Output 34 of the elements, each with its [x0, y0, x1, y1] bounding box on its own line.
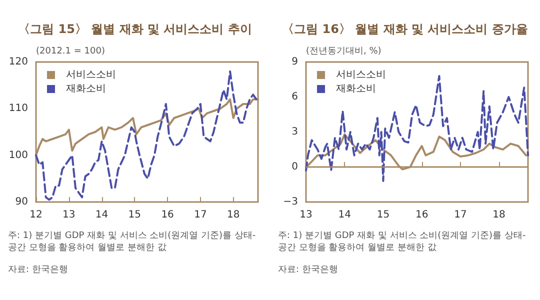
x-tick-label: 17 — [194, 210, 207, 220]
x-tick-label: 16 — [415, 210, 428, 220]
x-tick-label: 12 — [30, 210, 42, 220]
y-axis-title: (2012.1 = 100) — [36, 46, 105, 56]
x-tick-label: 14 — [95, 210, 108, 220]
y-tick-label: 120 — [8, 56, 28, 68]
x-tick-label: 18 — [492, 210, 506, 220]
x-tick-label: 18 — [226, 210, 240, 220]
x-tick-label: 13 — [62, 210, 76, 220]
chart-title: 〈그림 15〉 월별 재화 및 서비스소비 추이 — [18, 22, 252, 36]
x-tick-label: 15 — [376, 210, 390, 220]
x-tick-label: 13 — [300, 210, 312, 220]
y-tick-label: 110 — [8, 103, 28, 114]
legend-label: 서비스소비 — [336, 70, 386, 80]
y-tick-label: 6 — [292, 92, 298, 102]
y-axis-title: (전년동기대비, %) — [306, 46, 382, 56]
legend-label: 재화소비 — [336, 84, 376, 94]
y-tick-label: 9 — [292, 56, 298, 68]
x-tick-label: 17 — [454, 210, 467, 220]
x-tick-label: 16 — [161, 210, 174, 220]
y-tick-label: 0 — [292, 162, 298, 172]
legend-label: 재화소비 — [66, 84, 106, 94]
text: 주: 1) 분기별 GDP 재화 및 서비스 소비(원계열 기준)를 상태-공간 모형을 활용하여 월별로 분해한 값 — [8, 231, 256, 253]
x-tick-label: 15 — [128, 210, 142, 220]
y-tick-label: −3 — [283, 196, 298, 208]
legend-label: 서비스소비 — [66, 70, 116, 80]
y-tick-label: 100 — [8, 150, 28, 161]
text: 자료: 한국은행 — [278, 265, 338, 275]
y-tick-label: 3 — [292, 126, 298, 138]
text: 자료: 한국은행 — [8, 265, 68, 275]
y-tick-label: 90 — [15, 196, 28, 208]
text: 주: 1) 분기별 GDP 재화 및 서비스 소비(원계열 기준)를 상태-공간 모형을 활용하여 월별로 분해한 값 — [278, 231, 526, 253]
x-tick-label: 14 — [338, 210, 351, 220]
chart-title: 〈그림 16〉 월별 재화 및 서비스소비 증가율 — [282, 22, 528, 36]
